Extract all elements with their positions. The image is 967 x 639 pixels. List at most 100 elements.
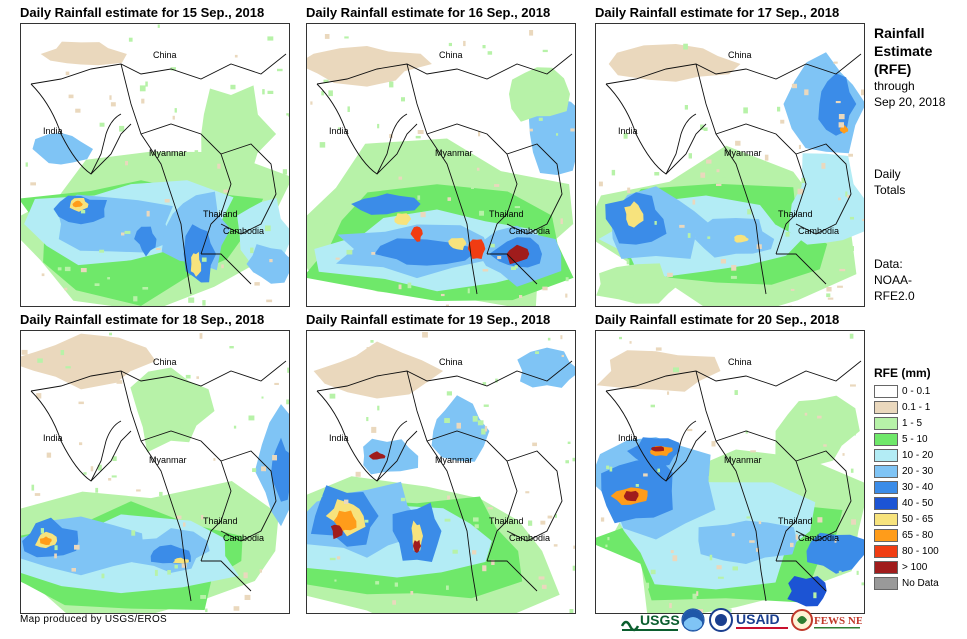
side-daily-line1: Daily: [874, 167, 901, 181]
rainfall-speck: [842, 453, 845, 456]
panel-title: Daily Rainfall estimate for 16 Sep., 201…: [306, 5, 551, 20]
rainfall-speck: [201, 515, 204, 520]
rainfall-speck: [838, 114, 845, 120]
usgs-logo-text: USGS: [640, 612, 680, 628]
rainfall-speck: [54, 553, 57, 559]
rainfall-speck: [336, 556, 341, 560]
legend-label: 30 - 40: [902, 482, 934, 493]
rainfall-speck: [334, 579, 337, 582]
rainfall-speck: [146, 210, 150, 217]
rainfall-speck: [554, 514, 557, 518]
rainfall-speck: [684, 105, 688, 110]
country-label-cambodia: Cambodia: [798, 533, 839, 543]
rainfall-speck: [823, 444, 827, 447]
rainfall-speck: [335, 257, 340, 260]
rainfall-speck: [703, 127, 708, 131]
usaid-logo-text: USAID: [736, 611, 780, 627]
rainfall-speck: [410, 591, 414, 595]
rainfall-speck: [110, 102, 116, 107]
rainfall-speck: [40, 528, 44, 534]
rainfall-speck: [107, 277, 110, 280]
rainfall-area: [190, 251, 202, 277]
country-label-india: India: [329, 433, 349, 443]
rainfall-speck: [156, 248, 161, 250]
rainfall-area: [307, 46, 432, 87]
rainfall-speck: [223, 189, 229, 193]
panel-title: Daily Rainfall estimate for 17 Sep., 201…: [595, 5, 840, 20]
rainfall-area: [806, 532, 864, 574]
rainfall-speck: [529, 128, 533, 132]
rainfall-speck: [538, 576, 545, 580]
rainfall-speck: [74, 544, 80, 550]
side-data-line1: Data:: [874, 257, 903, 271]
rainfall-speck: [791, 83, 797, 89]
rainfall-area: [787, 576, 827, 607]
rainfall-speck: [456, 422, 461, 429]
country-boundary: [605, 360, 862, 392]
side-daily-line2: Totals: [874, 183, 906, 197]
legend-swatch: [874, 497, 898, 510]
country-label-thailand: Thailand: [489, 516, 524, 526]
rainfall-speck: [447, 197, 451, 201]
rainfall-speck: [709, 554, 713, 561]
legend-label: 1 - 5: [902, 418, 923, 429]
rainfall-speck: [319, 142, 326, 148]
rainfall-area: [698, 520, 797, 564]
rainfall-speck: [611, 169, 616, 176]
legend-swatch: [874, 385, 898, 398]
rainfall-speck: [650, 404, 655, 408]
rainfall-speck: [687, 233, 691, 238]
rainfall-area: [32, 132, 93, 165]
rainfall-speck: [573, 545, 575, 549]
rainfall-speck: [514, 265, 518, 269]
rainfall-speck: [112, 456, 117, 461]
rainfall-speck: [732, 566, 738, 571]
rainfall-speck: [139, 85, 146, 92]
side-through-date: Sep 20, 2018: [874, 95, 946, 109]
rainfall-speck: [262, 89, 265, 95]
rainfall-speck: [818, 474, 825, 479]
rainfall-speck: [679, 224, 685, 228]
rainfall-speck: [181, 563, 187, 568]
country-boundary: [487, 253, 538, 285]
legend-swatch: [874, 401, 898, 414]
rainfall-speck: [655, 347, 662, 351]
panel-title: Daily Rainfall estimate for 18 Sep., 201…: [20, 312, 265, 327]
rainfall-speck: [600, 517, 605, 522]
rainfall-speck: [68, 94, 74, 99]
rainfall-speck: [635, 484, 639, 487]
rainfall-speck: [817, 415, 822, 419]
rainfall-speck: [415, 135, 421, 139]
rainfall-speck: [371, 426, 377, 433]
rainfall-area: [467, 239, 486, 259]
rainfall-area: [313, 341, 444, 399]
rainfall-speck: [64, 266, 71, 272]
usaid-logo: USAID: [736, 611, 788, 629]
country-label-thailand: Thailand: [489, 209, 524, 219]
rainfall-area: [623, 490, 639, 502]
rainfall-speck: [287, 367, 289, 373]
legend-label: 10 - 20: [902, 450, 934, 461]
rainfall-speck: [185, 374, 191, 379]
legend-label: 0 - 0.1: [902, 386, 931, 397]
rainfall-area: [40, 536, 52, 545]
rainfall-speck: [366, 347, 370, 353]
rainfall-speck: [528, 520, 533, 526]
country-label-china: China: [728, 357, 752, 367]
rainfall-speck: [851, 519, 856, 525]
rainfall-speck: [328, 90, 333, 97]
rainfall-speck: [708, 476, 713, 479]
rainfall-speck: [672, 555, 678, 562]
country-label-china: China: [439, 50, 463, 60]
country-label-india: India: [618, 126, 638, 136]
rainfall-speck: [30, 182, 36, 186]
rainfall-speck: [556, 133, 559, 136]
rainfall-area: [528, 97, 575, 175]
rainfall-speck: [261, 396, 264, 399]
rainfall-speck: [54, 545, 58, 551]
rainfall-speck: [213, 458, 216, 461]
country-boundary: [776, 560, 827, 592]
rainfall-speck: [565, 460, 569, 464]
rainfall-speck: [36, 393, 42, 399]
rainfall-speck: [849, 333, 854, 339]
